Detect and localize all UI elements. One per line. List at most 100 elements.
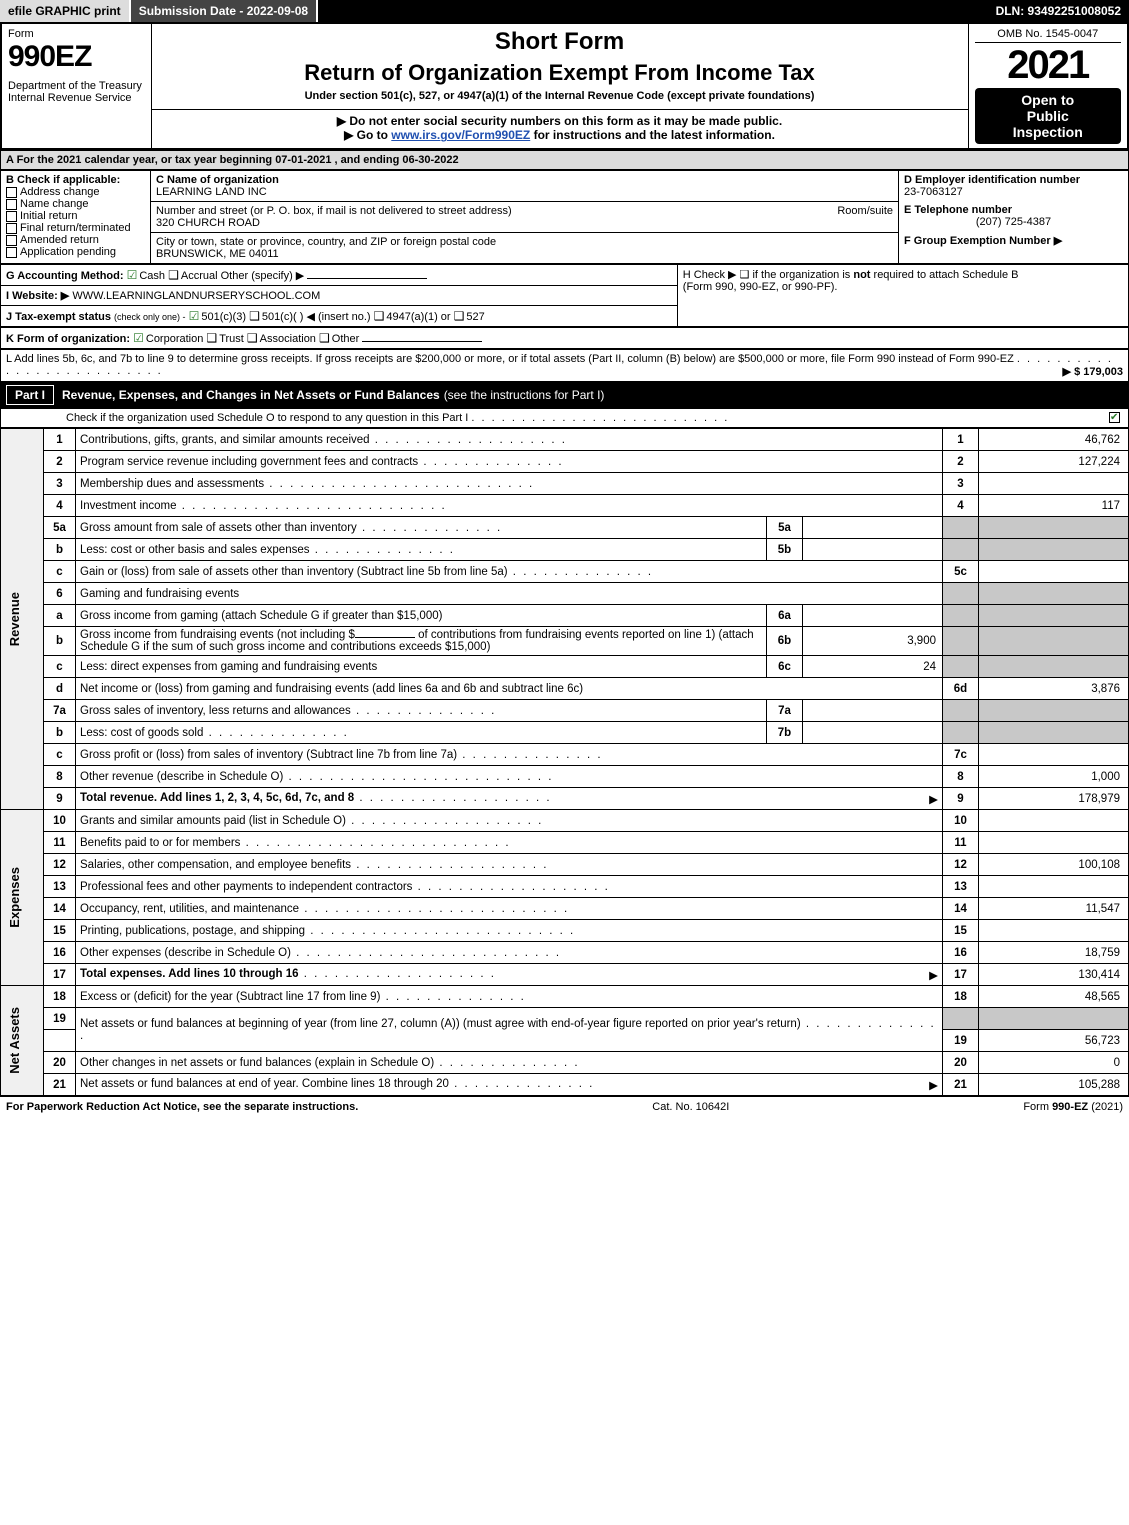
l15-desc: Printing, publications, postage, and shi… <box>76 920 943 942</box>
part1-checkbox[interactable] <box>1109 412 1120 423</box>
street-value: 320 CHURCH ROAD <box>156 217 893 229</box>
l21-amt: 105,288 <box>979 1074 1129 1096</box>
l10-ref: 10 <box>943 810 979 832</box>
k-label: K Form of organization: <box>6 333 130 345</box>
row-i: I Website: ▶ WWW.LEARNINGLANDNURSERYSCHO… <box>1 286 678 306</box>
city-value: BRUNSWICK, ME 04011 <box>156 248 893 260</box>
line-14: 14 Occupancy, rent, utilities, and maint… <box>1 898 1129 920</box>
l7a-amt <box>979 700 1129 722</box>
tax-year: 2021 <box>975 43 1122 88</box>
c-label: C Name of organization <box>156 174 893 186</box>
l17-ref: 17 <box>943 964 979 986</box>
j-501c[interactable]: 501(c)( ) ◀ (insert no.) <box>249 311 370 323</box>
row-a-table: A For the 2021 calendar year, or tax yea… <box>0 150 1129 170</box>
g-other[interactable]: Other (specify) ▶ <box>221 270 305 282</box>
i-label: I Website: ▶ <box>6 290 69 302</box>
g-accrual[interactable]: Accrual <box>168 270 217 282</box>
l5a-amt <box>979 517 1129 539</box>
g-other-input[interactable] <box>307 278 427 279</box>
l6-amt <box>979 583 1129 605</box>
b-opt-final[interactable]: Final return/terminated <box>6 222 145 234</box>
l2-num: 2 <box>44 451 76 473</box>
expenses-side-label: Expenses <box>1 810 44 986</box>
k-other[interactable]: Other <box>319 333 359 345</box>
l7b-desc: Less: cost of goods sold <box>76 722 767 744</box>
row-k: K Form of organization: Corporation Trus… <box>1 328 1129 349</box>
l7a-sub: 7a <box>767 700 803 722</box>
l6b-desc: Gross income from fundraising events (no… <box>76 627 767 656</box>
l6a-subv <box>803 605 943 627</box>
l5a-sub: 5a <box>767 517 803 539</box>
h-text2: required to attach Schedule B <box>870 269 1018 281</box>
j-4947[interactable]: 4947(a)(1) or <box>374 311 451 323</box>
l4-desc: Investment income <box>76 495 943 517</box>
subtitle: Under section 501(c), 527, or 4947(a)(1)… <box>158 90 962 102</box>
l17-amt: 130,414 <box>979 964 1129 986</box>
l8-desc: Other revenue (describe in Schedule O) <box>76 766 943 788</box>
l7b-amt <box>979 722 1129 744</box>
l5b-sub: 5b <box>767 539 803 561</box>
j-label: J Tax-exempt status <box>6 311 111 323</box>
open-line2: Public <box>979 108 1118 124</box>
l16-desc: Other expenses (describe in Schedule O) <box>76 942 943 964</box>
form-word: Form <box>8 28 145 40</box>
bcd-table: B Check if applicable: Address change Na… <box>0 170 1129 264</box>
l7b-num: b <box>44 722 76 744</box>
k-assoc[interactable]: Association <box>247 333 316 345</box>
f-label: F Group Exemption Number ▶ <box>904 234 1123 247</box>
l2-ref: 2 <box>943 451 979 473</box>
instr-no-ssn: ▶ Do not enter social security numbers o… <box>158 114 962 128</box>
l9-num: 9 <box>44 788 76 810</box>
j-527[interactable]: 527 <box>454 311 485 323</box>
b-opt-pending[interactable]: Application pending <box>6 246 145 258</box>
l19-desc: Net assets or fund balances at beginning… <box>76 1008 943 1052</box>
l1-ref: 1 <box>943 429 979 451</box>
short-form-title: Short Form <box>158 28 962 56</box>
l9-desc: Total revenue. Add lines 1, 2, 3, 4, 5c,… <box>76 788 943 810</box>
l5a-ref <box>943 517 979 539</box>
j-501c3[interactable]: 501(c)(3) <box>189 311 246 323</box>
row-j: J Tax-exempt status (check only one) - 5… <box>1 306 678 327</box>
line-6b: b Gross income from fundraising events (… <box>1 627 1129 656</box>
line-5a: 5a Gross amount from sale of assets othe… <box>1 517 1129 539</box>
l6b-amt <box>979 627 1129 656</box>
line-8: 8 Other revenue (describe in Schedule O)… <box>1 766 1129 788</box>
line-21: 21 Net assets or fund balances at end of… <box>1 1074 1129 1096</box>
b-opt-address[interactable]: Address change <box>6 186 145 198</box>
l19b-num <box>44 1030 76 1052</box>
row-h: H Check ▶ ❑ if the organization is not r… <box>677 265 1128 327</box>
k-corp[interactable]: Corporation <box>133 333 203 345</box>
dln-label: DLN: 93492251008052 <box>988 0 1129 22</box>
l18-amt: 48,565 <box>979 986 1129 1008</box>
b-opt-amended[interactable]: Amended return <box>6 234 145 246</box>
l10-amt <box>979 810 1129 832</box>
g-cash[interactable]: Cash <box>127 270 165 282</box>
l6d-ref: 6d <box>943 678 979 700</box>
l8-ref: 8 <box>943 766 979 788</box>
line-10: Expenses 10 Grants and similar amounts p… <box>1 810 1129 832</box>
open-public-badge: Open to Public Inspection <box>975 88 1122 144</box>
l6b-input[interactable] <box>355 637 415 638</box>
l6c-subv: 24 <box>803 656 943 678</box>
l5c-desc: Gain or (loss) from sale of assets other… <box>76 561 943 583</box>
b-opt-initial[interactable]: Initial return <box>6 210 145 222</box>
l6d-desc: Net income or (loss) from gaming and fun… <box>76 678 943 700</box>
k-trust[interactable]: Trust <box>206 333 243 345</box>
b-opt-name[interactable]: Name change <box>6 198 145 210</box>
irs-link[interactable]: www.irs.gov/Form990EZ <box>391 128 530 142</box>
row-g: G Accounting Method: Cash Accrual Other … <box>1 265 678 286</box>
l9-ref: 9 <box>943 788 979 810</box>
l6a-sub: 6a <box>767 605 803 627</box>
l5b-amt <box>979 539 1129 561</box>
line-6: 6 Gaming and fundraising events <box>1 583 1129 605</box>
l15-num: 15 <box>44 920 76 942</box>
right-header-cell: OMB No. 1545-0047 2021 Open to Public In… <box>968 23 1128 149</box>
l6-desc: Gaming and fundraising events <box>76 583 943 605</box>
row-a: A For the 2021 calendar year, or tax yea… <box>1 151 1129 170</box>
l-table: L Add lines 5b, 6c, and 7b to line 9 to … <box>0 349 1129 382</box>
footer-right: Form 990-EZ (2021) <box>1023 1101 1123 1113</box>
instr-goto: ▶ Go to www.irs.gov/Form990EZ for instru… <box>158 128 962 142</box>
line-9: 9 Total revenue. Add lines 1, 2, 3, 4, 5… <box>1 788 1129 810</box>
l7a-desc: Gross sales of inventory, less returns a… <box>76 700 767 722</box>
k-other-input[interactable] <box>362 341 482 342</box>
